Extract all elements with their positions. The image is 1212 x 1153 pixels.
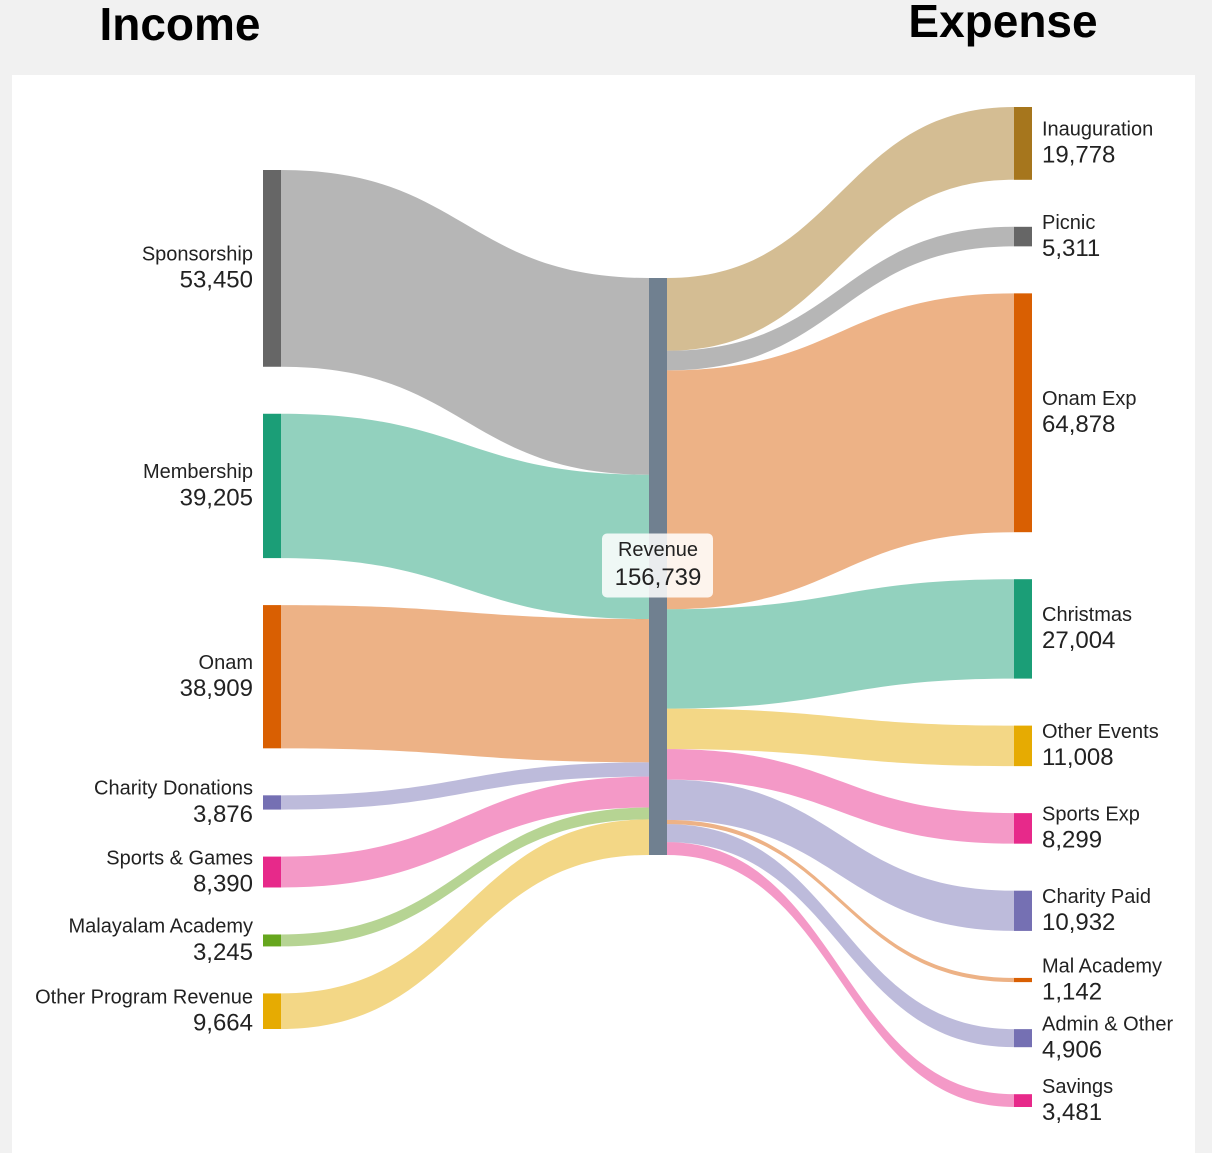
node [1014,1029,1032,1048]
node-value: 53,450 [180,267,253,294]
link [281,762,649,810]
node-value: 3,245 [193,939,253,966]
node-value: 11,008 [1042,744,1114,771]
node-value: 10,932 [1042,909,1115,936]
node [1014,725,1032,767]
node-name: Sports Exp [1042,804,1140,826]
link [281,605,649,763]
node-name: Savings [1042,1076,1113,1098]
expense-heading: Expense [908,0,1097,47]
link [667,819,1014,983]
node-value: 9,664 [193,1010,253,1037]
link [667,708,1014,767]
node [263,993,281,1029]
node-name: Admin & Other [1042,1013,1174,1035]
link [281,170,649,475]
node-value: 64,878 [1042,411,1115,438]
node-name: Picnic [1042,212,1095,234]
node-name: Inauguration [1042,119,1153,141]
link [667,579,1014,709]
center-name: Revenue [618,539,698,561]
node-name: Other Program Revenue [35,986,253,1008]
node [1014,1094,1032,1107]
node-value: 27,004 [1042,627,1115,654]
node [1014,579,1032,679]
node-name: Onam Exp [1042,388,1136,410]
node [1014,977,1032,983]
node [263,605,281,749]
center-label-box [602,533,713,598]
link [667,824,1014,1048]
node-value: 8,299 [1042,827,1102,854]
link [667,293,1014,610]
node-name: Membership [143,461,253,483]
link [281,776,649,888]
node [1014,813,1032,844]
node-value: 4,906 [1042,1036,1102,1063]
node-value: 3,481 [1042,1099,1102,1126]
node-name: Onam [199,652,253,674]
panel [12,75,1195,1153]
node-value: 38,909 [180,675,253,702]
link [667,749,1014,844]
node-value: 3,876 [193,801,253,828]
node-name: Other Events [1042,721,1159,743]
node-name: Charity Donations [94,778,253,800]
node-name: Sports & Games [106,847,253,869]
node-value: 8,390 [193,870,253,897]
node-name: Mal Academy [1042,955,1162,977]
income-heading: Income [99,0,260,50]
node-value: 1,142 [1042,978,1102,1005]
node [1014,293,1032,533]
link [667,107,1014,351]
node-value: 19,778 [1042,142,1115,169]
node [263,795,281,810]
node [263,170,281,367]
link [667,226,1014,371]
link [667,779,1014,931]
node [1014,107,1032,180]
links [281,107,1014,1107]
node-value: 39,205 [180,484,253,511]
node [263,413,281,559]
node [1014,226,1032,247]
node [263,934,281,947]
link [281,807,649,947]
link [281,413,649,620]
node-name: Christmas [1042,604,1132,626]
node [263,856,281,888]
node-name: Malayalam Academy [68,916,253,938]
node-value: 5,311 [1042,235,1100,262]
node-name: Charity Paid [1042,886,1151,908]
link [281,819,649,1029]
node-name: Sponsorship [142,244,253,266]
center-value: 156,739 [615,564,702,591]
link [667,842,1014,1107]
node [1014,890,1032,931]
